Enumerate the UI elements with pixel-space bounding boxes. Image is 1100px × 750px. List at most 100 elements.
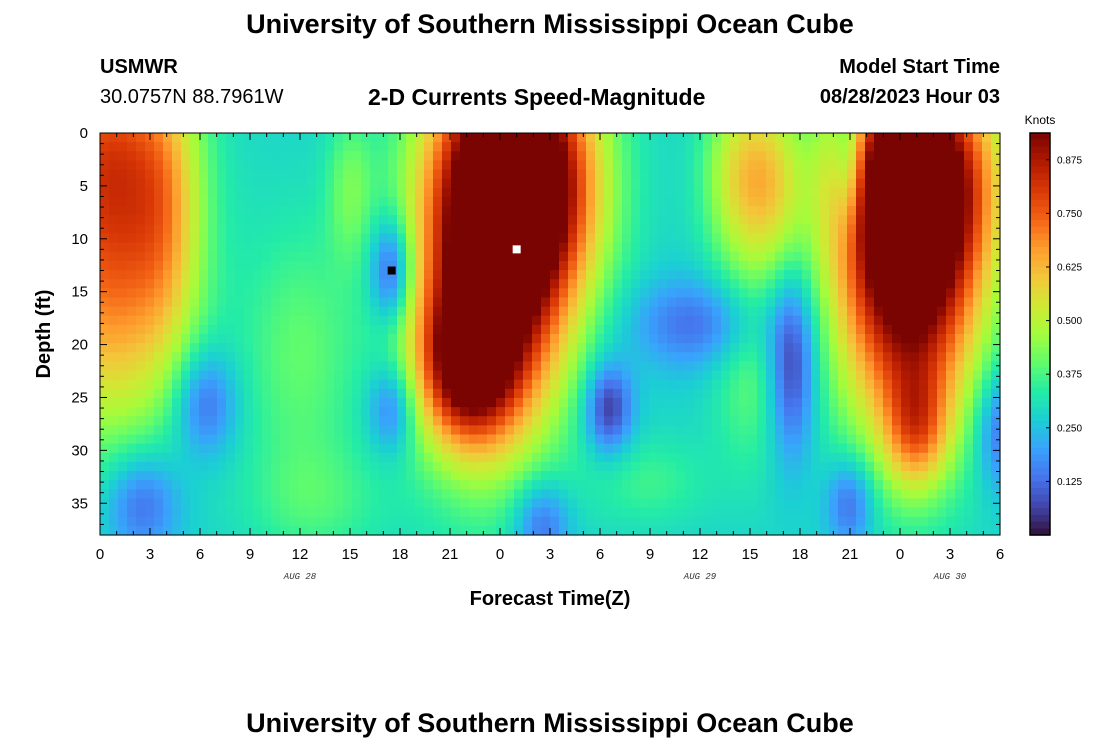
heatmap-cell (100, 206, 110, 216)
heatmap-cell (415, 343, 425, 353)
heatmap-cell (784, 525, 794, 536)
heatmap-cell (325, 434, 335, 445)
heatmap-cell (388, 352, 398, 363)
heatmap-cell (559, 352, 569, 363)
heatmap-cell (604, 297, 614, 308)
heatmap-cell (208, 525, 218, 536)
heatmap-cell (325, 443, 335, 454)
heatmap-cell (469, 507, 479, 518)
heatmap-cell (442, 315, 452, 326)
heatmap-cell (433, 489, 443, 500)
heatmap-cell (685, 187, 695, 198)
heatmap-cell (424, 142, 434, 152)
x-tick-label: 6 (596, 546, 604, 563)
heatmap-cell (424, 397, 434, 408)
heatmap-cell (235, 169, 245, 180)
heatmap-cell (406, 151, 416, 162)
heatmap-cell (892, 379, 902, 390)
heatmap-cell (280, 379, 290, 390)
heatmap-cell (541, 507, 551, 518)
heatmap-cell (379, 315, 389, 326)
heatmap-cell (856, 489, 866, 500)
heatmap-cell (874, 343, 884, 353)
heatmap-cell (325, 425, 335, 436)
heatmap-cell (433, 142, 443, 152)
heatmap-cell (559, 187, 569, 198)
heatmap-cell (262, 507, 272, 518)
heatmap-cell (568, 471, 578, 481)
heatmap-cell (757, 279, 767, 289)
heatmap-cell (721, 416, 731, 426)
heatmap-cell (379, 507, 389, 518)
heatmap-cell (973, 489, 983, 500)
heatmap-cell (721, 343, 731, 353)
heatmap-cell (253, 196, 263, 207)
heatmap-cell (775, 233, 785, 244)
heatmap-cell (397, 251, 407, 262)
heatmap-cell (802, 260, 812, 271)
heatmap-cell (226, 224, 236, 235)
heatmap-cell (595, 297, 605, 308)
heatmap-cell (136, 425, 146, 436)
heatmap-cell (442, 169, 452, 180)
heatmap-cell (208, 334, 218, 344)
heatmap-cell (379, 434, 389, 445)
heatmap-cell (199, 260, 209, 271)
heatmap-cell (415, 324, 425, 335)
heatmap-cell (946, 288, 956, 299)
heatmap-cell (379, 407, 389, 417)
heatmap-cell (802, 388, 812, 399)
heatmap-cell (829, 224, 839, 235)
heatmap-cell (640, 343, 650, 353)
heatmap-cell (559, 516, 569, 527)
heatmap-cell (631, 343, 641, 353)
heatmap-cell (208, 343, 218, 353)
heatmap-cell (424, 452, 434, 463)
colorbar-segment (1030, 226, 1050, 235)
heatmap-cell (118, 279, 128, 289)
heatmap-cell (973, 471, 983, 481)
heatmap-cell (370, 516, 380, 527)
heatmap-cell (487, 160, 497, 171)
heatmap-cell (928, 233, 938, 244)
heatmap-cell (919, 288, 929, 299)
heatmap-cell (991, 443, 1001, 454)
heatmap-cell (145, 233, 155, 244)
heatmap-cell (316, 416, 326, 426)
heatmap-cell (784, 315, 794, 326)
heatmap-cell (649, 480, 659, 490)
heatmap-cell (928, 206, 938, 216)
heatmap-cell (487, 260, 497, 271)
heatmap-cell (100, 452, 110, 463)
heatmap-cell (784, 260, 794, 271)
heatmap-cell (829, 288, 839, 299)
heatmap-cell (415, 169, 425, 180)
heatmap-cell (802, 516, 812, 527)
heatmap-cell (415, 187, 425, 198)
heatmap-cell (577, 242, 587, 253)
heatmap-cell (802, 206, 812, 216)
heatmap-cell (802, 370, 812, 381)
heatmap-cell (199, 270, 209, 280)
heatmap-cell (496, 471, 506, 481)
heatmap-cell (964, 133, 974, 143)
heatmap-cell (298, 407, 308, 417)
heatmap-cell (874, 160, 884, 171)
heatmap-cell (199, 388, 209, 399)
heatmap-cell (811, 397, 821, 408)
heatmap-cell (343, 425, 353, 436)
heatmap-cell (280, 270, 290, 280)
heatmap-cell (973, 306, 983, 317)
heatmap-cell (145, 196, 155, 207)
heatmap-cell (442, 196, 452, 207)
heatmap-cell (370, 334, 380, 344)
heatmap-cell (784, 334, 794, 344)
heatmap-cell (424, 151, 434, 162)
heatmap-cell (559, 507, 569, 518)
heatmap-cell (559, 297, 569, 308)
heatmap-cell (334, 507, 344, 518)
heatmap-cell (541, 187, 551, 198)
heatmap-cell (604, 489, 614, 500)
heatmap-cell (154, 507, 164, 518)
heatmap-cell (433, 343, 443, 353)
